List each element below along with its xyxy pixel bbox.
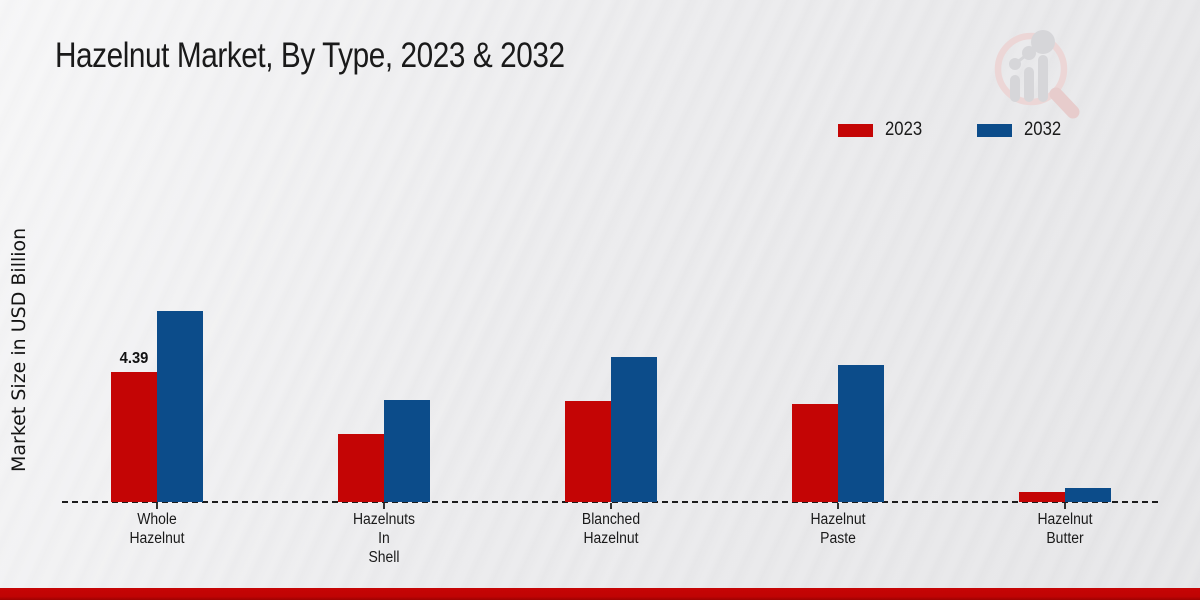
bar-2032-blanched-hazelnut [611, 357, 657, 502]
bar-2023-whole-hazelnut [111, 372, 157, 502]
x-axis-category-label: Hazelnuts In Shell [352, 511, 416, 566]
legend-item-2032: 2032 [977, 119, 1066, 141]
legend-swatch-2032 [977, 123, 1013, 137]
magnifier-bar-chart-icon [994, 30, 1080, 119]
bar-value-label: 4.39 [119, 350, 149, 367]
x-axis-tick [156, 503, 158, 509]
x-axis-baseline [62, 501, 1158, 503]
bar-2023-blanched-hazelnut [565, 401, 611, 502]
footer-accent-bar [0, 588, 1200, 600]
legend-swatch-2023 [838, 123, 873, 137]
bar-2023-hazelnut-butter [1019, 492, 1065, 502]
chart-legend: 2023 2032 [838, 119, 1067, 141]
x-axis-tick [383, 503, 385, 509]
bar-2032-hazelnut-butter [1065, 488, 1111, 502]
market-research-watermark-logo [985, 22, 1085, 122]
x-axis-category-label: Whole Hazelnut [129, 511, 185, 547]
bar-2023-hazelnuts-in-shell [338, 434, 384, 502]
x-axis-tick [1064, 503, 1066, 509]
x-axis-category-label: Hazelnut Paste [810, 511, 866, 547]
bar-2023-hazelnut-paste [792, 404, 838, 502]
bar-2032-whole-hazelnut [157, 311, 203, 502]
legend-item-2023: 2023 [838, 119, 927, 141]
legend-label-2032: 2032 [1024, 119, 1062, 140]
x-axis-tick [837, 503, 839, 509]
bar-2032-hazelnuts-in-shell [384, 400, 430, 502]
bar-2032-hazelnut-paste [838, 365, 884, 502]
legend-label-2023: 2023 [885, 119, 923, 140]
x-axis-tick [610, 503, 612, 509]
chart-title: Hazelnut Market, By Type, 2023 & 2032 [55, 36, 565, 75]
x-axis-category-label: Hazelnut Butter [1037, 511, 1093, 547]
x-axis-category-label: Blanched Hazelnut [581, 511, 641, 547]
